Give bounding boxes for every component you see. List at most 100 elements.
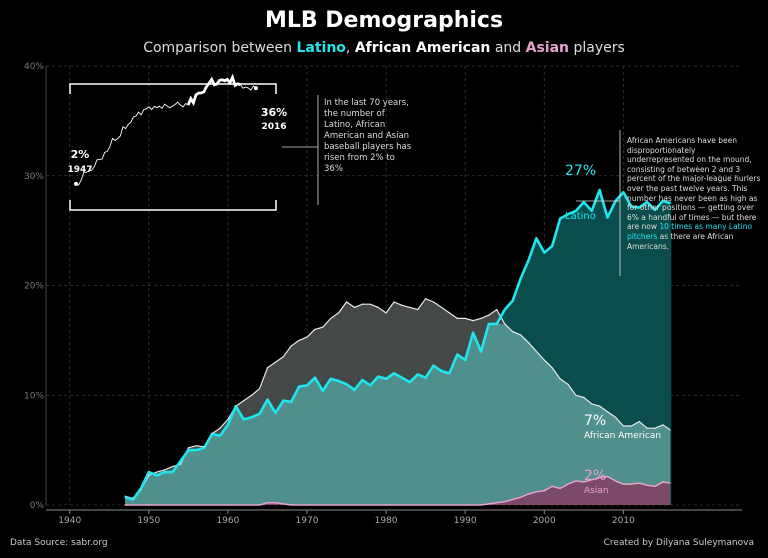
x-tick-label: 1970 [296,516,319,526]
african-american-point [251,394,253,396]
african-american-point [164,469,166,471]
inset-start-value: 2% [71,148,90,161]
latino-point [543,252,545,254]
latino-point [519,278,522,280]
african-american-point [519,334,522,336]
african-american-point [417,309,419,311]
african-american-point [345,301,348,303]
latino-point [527,259,530,261]
asian-point [164,504,166,506]
asian-point [353,504,356,506]
african-american-point [448,312,450,314]
asian-point [464,504,466,506]
african-american-point [472,320,474,322]
african-american-point [322,326,324,328]
asian-point [614,480,617,482]
latino-point [187,449,189,451]
asian-point [179,504,182,506]
latino-point [464,359,466,361]
latino-point [551,245,553,247]
latino-point [322,390,324,392]
annotation-pitchers-highlight: 10 times as many Latino pitchers [627,222,753,241]
asian-point [409,504,411,506]
latino-point [583,201,585,203]
inset-end-point [254,86,258,91]
asian-point [219,504,221,506]
asian-point [258,504,261,506]
african-american-point [464,317,466,319]
latino-point [148,471,150,473]
african-american-point [274,361,276,363]
latino-point [290,401,292,403]
asian-point [583,481,585,483]
latino-point [330,378,332,380]
asian-point [132,504,134,506]
inset-start-point [74,181,78,186]
x-tick-label: 2000 [533,516,556,526]
african-american-point [156,471,158,473]
asian-point [606,475,609,478]
asian-point [472,504,474,506]
latino-point [559,218,561,220]
latino-point [298,385,300,388]
african-american-point [171,466,174,468]
african-american-point [622,425,625,427]
asian-point [488,503,490,505]
asian-point [203,504,205,506]
african-american-point [583,396,585,398]
asian-point [243,504,245,506]
latino-point [377,376,379,378]
african-american-point [361,303,363,305]
asian-point [148,504,150,506]
african-american-point [235,405,237,407]
asian-line [125,475,671,506]
annotation-pitchers: African Americans have been disproportio… [627,136,761,251]
inset-bracket-bottom [69,200,277,211]
african-american-point [488,314,490,316]
asian-point [290,504,292,506]
african-american-point [614,416,617,418]
latino-point [140,487,142,490]
asian-point [432,504,435,506]
y-tick-label: 40% [24,62,44,72]
latino-point [266,399,269,401]
latino-point [472,332,474,334]
asian-point [591,479,593,481]
african-american-point [306,336,308,338]
latino-point [258,413,261,415]
latino-point [401,377,403,379]
latino-point [203,447,205,449]
african-american-point [511,331,514,333]
x-tick-label: 1940 [58,516,81,526]
annotation-leaders [282,95,621,276]
asian-area [125,476,671,505]
subtitle-asian: Asian [525,40,570,56]
latino-point [456,354,458,356]
african-american-point [606,411,609,413]
latino-point [599,189,601,191]
asian-point [662,481,664,483]
asian-point [519,496,522,498]
latino-value-label: 27% [565,163,597,179]
latino-point [622,191,625,193]
latino-point [179,460,182,462]
african-american-point [646,427,648,429]
african-american-point [282,356,284,358]
latino-point [448,372,450,374]
african-american-point [132,497,134,499]
asian-point [456,504,458,506]
asian-point [425,504,427,506]
latino-point [567,213,569,215]
african-american-point [551,367,553,369]
asian-point [599,477,601,479]
african-american-point [543,359,545,361]
latino-point [282,400,284,402]
latino-point [662,200,664,202]
latino-point [630,205,632,208]
overlap-area [125,323,671,505]
latino-point [338,380,340,382]
asian-point [251,504,253,506]
african-american-point [567,383,569,385]
asian-point [338,504,340,506]
asian-point [535,491,538,493]
